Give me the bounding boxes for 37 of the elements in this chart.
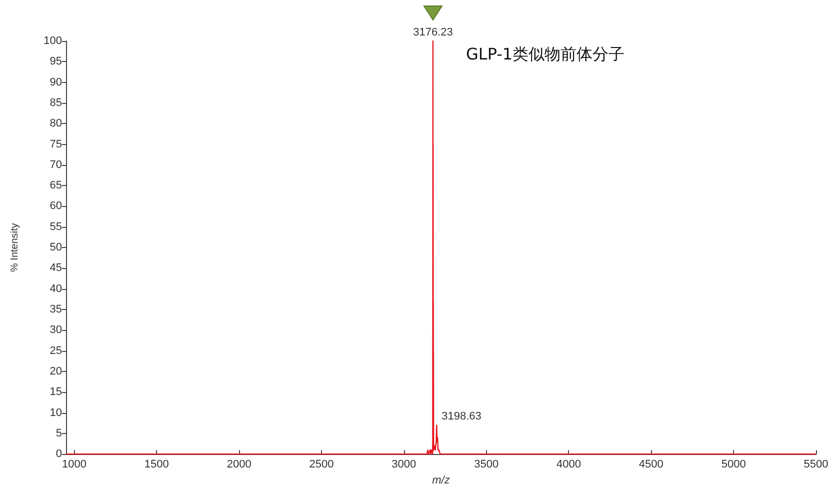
annotation: 3176.23	[413, 26, 453, 38]
y-tick-label: 100	[44, 35, 62, 47]
x-tick-label: 1000	[62, 458, 86, 471]
x-tick-label: 4000	[556, 458, 581, 471]
y-tick-label: 95	[50, 56, 62, 68]
x-tick-label: 4500	[638, 458, 664, 471]
y-tick-label: 60	[50, 200, 62, 212]
y-tick-label: 40	[50, 282, 62, 295]
y-tick-label: 10	[50, 406, 62, 419]
y-tick-label: 0	[56, 448, 62, 460]
y-tick-label: 35	[50, 304, 62, 316]
x-tick-label: 5500	[804, 458, 828, 471]
x-tick-label: 3000	[392, 458, 416, 471]
y-tick-label: 5	[56, 427, 62, 440]
x-tick-label: 2000	[226, 458, 252, 471]
y-tick-label: 55	[50, 220, 62, 233]
y-tick-label: 25	[50, 344, 62, 357]
y-tick-label: 15	[50, 386, 62, 398]
x-tick-label: 3500	[474, 458, 499, 471]
annotation: GLP-1类似物前体分子	[466, 44, 625, 64]
x-tick-label: 2500	[309, 458, 334, 471]
y-tick-label: 75	[50, 138, 62, 150]
y-axis-title: % Intensity	[10, 223, 20, 272]
y-tick-label: 90	[50, 76, 62, 88]
annotation: 3198.63	[442, 410, 482, 423]
y-tick-label: 80	[50, 118, 62, 130]
y-tick-label: 20	[50, 365, 62, 378]
x-tick-label: 5000	[721, 458, 746, 471]
line-series	[65, 40, 817, 455]
y-tick-label: 85	[50, 96, 62, 109]
x-axis-title: m/z	[432, 474, 450, 486]
y-tick-label: 65	[50, 180, 62, 192]
y-tick-label: 50	[50, 242, 62, 254]
y-tick-label: 70	[50, 158, 62, 171]
y-tick-label: 45	[50, 262, 62, 274]
x-tick-label: 1500	[144, 458, 169, 471]
y-tick-label: 30	[50, 324, 62, 336]
